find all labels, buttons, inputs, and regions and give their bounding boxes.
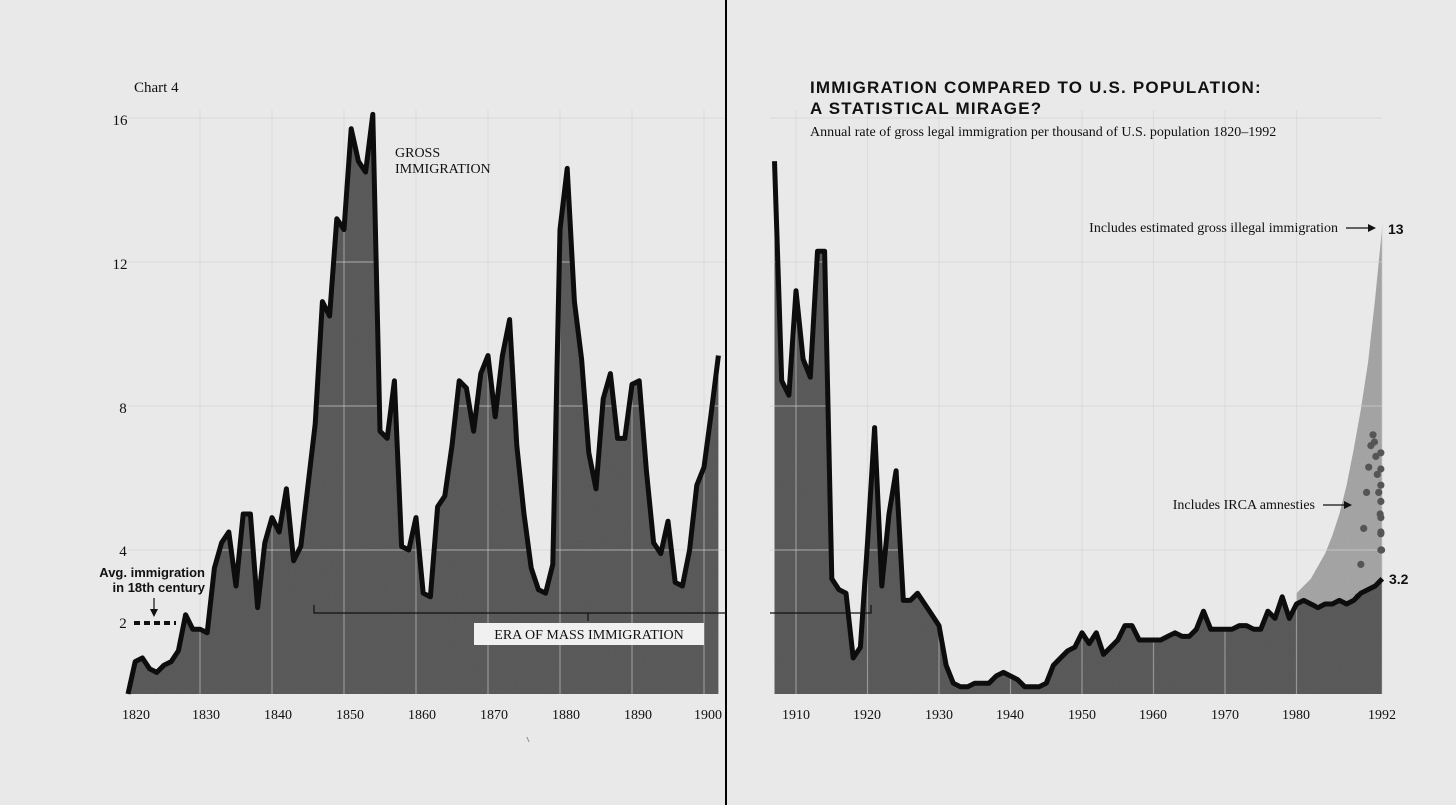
y-tick-label: 2 bbox=[119, 616, 127, 632]
x-tick-label: 1920 bbox=[853, 708, 881, 723]
irca-point bbox=[1377, 481, 1385, 489]
irca-point bbox=[1377, 449, 1385, 457]
legal-end-value: 3.2 bbox=[1389, 571, 1409, 587]
y-tick-label: 4 bbox=[119, 544, 127, 560]
y-tick-label: 12 bbox=[113, 257, 128, 273]
y-tick-label: 8 bbox=[119, 401, 127, 417]
x-tick-label: 1980 bbox=[1282, 708, 1310, 723]
arrow-right-icon bbox=[1368, 224, 1376, 232]
gridlines bbox=[128, 110, 1383, 694]
x-tick-label: 1900 bbox=[694, 708, 722, 723]
y-tick-label: 16 bbox=[113, 113, 129, 129]
x-tick-label: 1960 bbox=[1139, 708, 1167, 723]
irca-point bbox=[1377, 546, 1385, 554]
irca-point bbox=[1377, 530, 1385, 538]
era-label-box bbox=[474, 623, 704, 645]
x-tick-label: 1880 bbox=[552, 708, 580, 723]
x-tick-label: 1992 bbox=[1368, 708, 1396, 723]
era-label: ERA OF MASS IMMIGRATION bbox=[494, 628, 683, 643]
gross-immigration-label-line2: IMMIGRATION bbox=[395, 162, 491, 177]
x-tick-label: 1840 bbox=[264, 708, 292, 723]
arrow-right-icon bbox=[1344, 501, 1352, 509]
x-tick-label: 1850 bbox=[336, 708, 364, 723]
x-tick-label: 1820 bbox=[122, 708, 150, 723]
x-tick-label: 1870 bbox=[480, 708, 508, 723]
avg-immigration-label-line2: in 18th century bbox=[113, 580, 206, 595]
gross-immigration-line-right bbox=[772, 161, 1385, 690]
irca-point bbox=[1372, 452, 1380, 460]
era-bracket-right bbox=[770, 605, 872, 614]
irca-point bbox=[1373, 470, 1381, 478]
irca-point bbox=[1370, 438, 1379, 446]
irca-point bbox=[1362, 488, 1371, 496]
illegal-end-value: 13 bbox=[1388, 221, 1404, 237]
era-bracket-left bbox=[313, 605, 726, 614]
gross-immigration-area-right bbox=[774, 161, 1383, 694]
series-lines bbox=[125, 111, 1385, 695]
avg-immigration-label: Avg. immigration bbox=[99, 565, 205, 580]
gross-immigration-label: GROSS bbox=[395, 146, 440, 161]
x-tick-label: 1940 bbox=[996, 708, 1024, 723]
x-tick-label: 1830 bbox=[192, 708, 220, 723]
irca-point bbox=[1377, 514, 1385, 522]
chart-number-label: Chart 4 bbox=[134, 80, 179, 96]
chart-subtitle: Annual rate of gross legal immigration p… bbox=[810, 125, 1276, 140]
illegal-immigration-area bbox=[1296, 226, 1383, 604]
irca-point bbox=[1377, 497, 1385, 505]
illegal-immigration-label: Includes estimated gross illegal immigra… bbox=[1089, 221, 1338, 236]
irca-point bbox=[1360, 524, 1368, 533]
x-tick-label: 1970 bbox=[1211, 708, 1239, 723]
irca-point bbox=[1365, 463, 1373, 471]
irca-point bbox=[1357, 560, 1365, 569]
x-tick-label: 1890 bbox=[624, 708, 652, 723]
x-tick-label: 1930 bbox=[925, 708, 953, 723]
chart-title-line2: A STATISTICAL MIRAGE? bbox=[810, 99, 1042, 118]
irca-point bbox=[1375, 488, 1383, 496]
chart-title: IMMIGRATION COMPARED TO U.S. POPULATION: bbox=[810, 78, 1262, 97]
irca-label: Includes IRCA amnesties bbox=[1173, 498, 1315, 513]
scan-mark bbox=[526, 736, 530, 743]
gross-immigration-line-left bbox=[125, 111, 721, 695]
x-tick-label: 1910 bbox=[782, 708, 810, 723]
x-tick-label: 1860 bbox=[408, 708, 436, 723]
x-tick-label: 1950 bbox=[1068, 708, 1096, 723]
arrow-down-icon bbox=[150, 609, 158, 617]
irca-point bbox=[1377, 465, 1385, 473]
irca-point bbox=[1369, 431, 1377, 439]
